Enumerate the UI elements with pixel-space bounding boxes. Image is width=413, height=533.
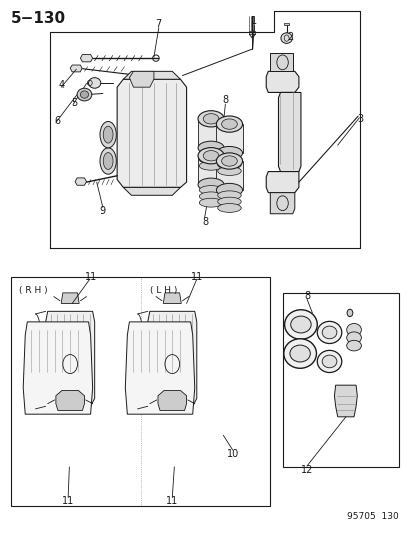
Polygon shape (216, 124, 242, 153)
Text: 11: 11 (62, 496, 74, 506)
Text: 11: 11 (190, 272, 202, 282)
Ellipse shape (197, 141, 223, 155)
Polygon shape (75, 178, 86, 185)
Polygon shape (216, 161, 242, 190)
Ellipse shape (216, 116, 242, 132)
Polygon shape (45, 311, 95, 406)
Polygon shape (197, 156, 223, 185)
Ellipse shape (80, 91, 88, 98)
Polygon shape (197, 119, 223, 148)
Ellipse shape (203, 150, 218, 161)
Polygon shape (23, 322, 93, 414)
Ellipse shape (321, 326, 336, 339)
Polygon shape (70, 65, 82, 72)
Ellipse shape (316, 350, 341, 373)
Ellipse shape (346, 332, 361, 343)
Polygon shape (147, 311, 196, 406)
Text: 12: 12 (300, 465, 313, 474)
Ellipse shape (103, 152, 113, 169)
Ellipse shape (199, 185, 222, 195)
Ellipse shape (346, 341, 361, 351)
Ellipse shape (217, 160, 241, 169)
Text: 8: 8 (303, 290, 309, 301)
Bar (282, 293, 398, 467)
Polygon shape (117, 79, 186, 188)
Polygon shape (266, 172, 298, 192)
Ellipse shape (217, 204, 241, 212)
Ellipse shape (321, 355, 336, 368)
Ellipse shape (283, 339, 316, 368)
Polygon shape (80, 54, 93, 62)
Ellipse shape (199, 192, 222, 201)
Ellipse shape (346, 324, 361, 336)
Polygon shape (283, 23, 288, 25)
Ellipse shape (289, 345, 310, 362)
Text: 5−130: 5−130 (11, 11, 66, 26)
Polygon shape (158, 391, 186, 410)
Ellipse shape (221, 119, 237, 130)
Ellipse shape (197, 111, 223, 127)
Ellipse shape (216, 147, 242, 160)
Ellipse shape (217, 191, 241, 200)
Ellipse shape (100, 122, 116, 148)
Ellipse shape (280, 33, 292, 43)
Ellipse shape (216, 183, 242, 197)
Polygon shape (270, 53, 292, 71)
Polygon shape (123, 188, 180, 195)
Ellipse shape (88, 78, 100, 88)
Polygon shape (163, 293, 181, 303)
Ellipse shape (199, 198, 222, 207)
Text: 2: 2 (287, 32, 293, 42)
Ellipse shape (217, 167, 241, 175)
Ellipse shape (199, 149, 222, 158)
Text: 1: 1 (250, 16, 256, 26)
Polygon shape (270, 192, 294, 214)
Polygon shape (56, 391, 84, 410)
Text: 4: 4 (59, 79, 65, 90)
Text: 6: 6 (55, 116, 61, 126)
Ellipse shape (77, 88, 92, 101)
Ellipse shape (197, 178, 223, 191)
Text: 11: 11 (84, 272, 97, 282)
Text: ( R H ): ( R H ) (19, 286, 47, 295)
Bar (11, 277, 270, 506)
Polygon shape (129, 71, 154, 87)
Text: 3: 3 (356, 114, 362, 124)
Ellipse shape (199, 161, 222, 170)
Text: 10: 10 (227, 449, 239, 459)
Ellipse shape (216, 153, 242, 169)
Ellipse shape (199, 155, 222, 164)
Text: 8: 8 (222, 95, 228, 106)
Text: 5: 5 (71, 98, 77, 108)
Ellipse shape (100, 148, 116, 174)
Text: ( L H ): ( L H ) (150, 286, 177, 295)
Ellipse shape (221, 156, 237, 166)
Text: 11: 11 (166, 496, 178, 506)
Text: 8: 8 (202, 217, 207, 227)
Ellipse shape (103, 126, 113, 143)
Text: 95705  130: 95705 130 (347, 512, 398, 521)
Polygon shape (278, 92, 300, 172)
Text: 9: 9 (100, 206, 106, 216)
Ellipse shape (197, 148, 223, 164)
Ellipse shape (316, 321, 341, 343)
Ellipse shape (290, 316, 311, 333)
Ellipse shape (203, 114, 218, 124)
Circle shape (346, 309, 352, 317)
Ellipse shape (284, 310, 316, 340)
Text: 7: 7 (154, 19, 161, 29)
Ellipse shape (217, 197, 241, 206)
Polygon shape (61, 293, 79, 303)
Polygon shape (125, 322, 194, 414)
Polygon shape (249, 31, 254, 35)
Ellipse shape (217, 154, 241, 163)
Polygon shape (123, 71, 180, 79)
Polygon shape (266, 71, 298, 92)
Polygon shape (334, 385, 356, 417)
